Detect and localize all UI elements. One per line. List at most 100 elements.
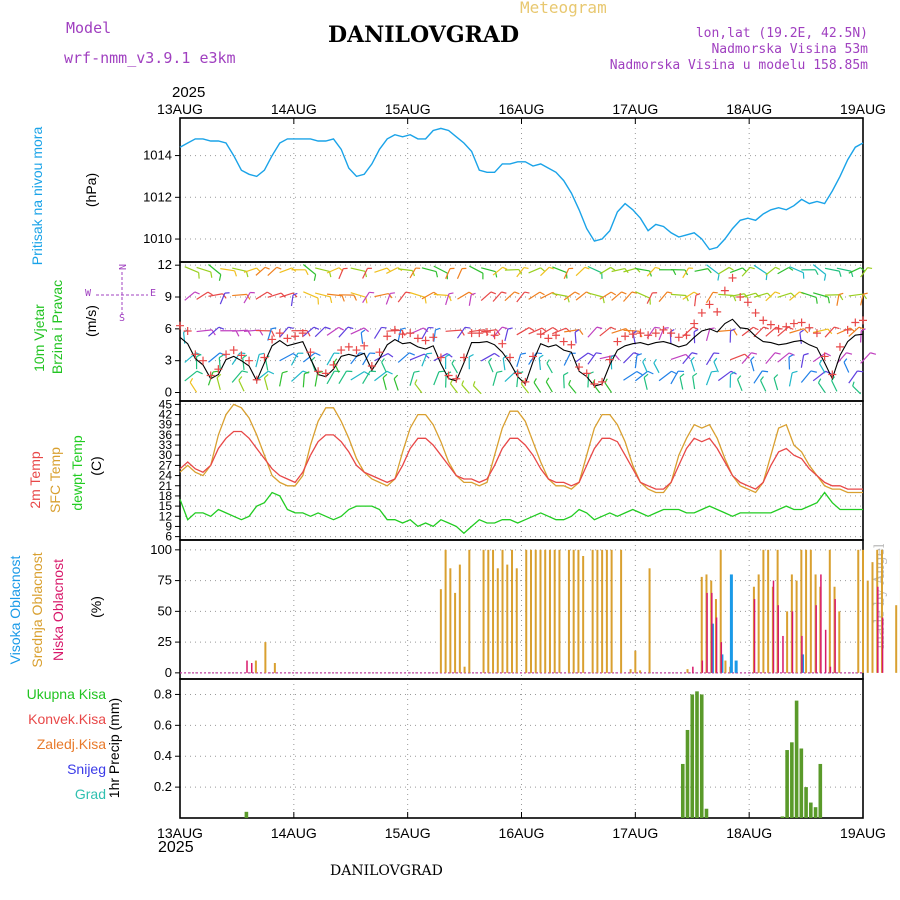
wind-barb xyxy=(243,267,257,273)
wind-barb-flag xyxy=(574,329,580,333)
wind-barb xyxy=(799,332,802,344)
wind-gust-marker xyxy=(275,329,284,338)
wind-barb xyxy=(449,383,458,394)
wind-barb xyxy=(302,352,316,363)
cloud-bar xyxy=(572,549,575,673)
wind-barb-flag xyxy=(501,291,507,294)
cloud-bar xyxy=(862,549,864,673)
wind-gust-marker xyxy=(237,351,246,360)
wind-barb-flag xyxy=(288,326,294,330)
cloud-bar xyxy=(871,562,874,673)
wind-barb xyxy=(682,352,693,365)
wind-barb xyxy=(279,326,289,338)
wind-barb-flag xyxy=(292,292,298,296)
cloud-bar xyxy=(511,549,514,673)
precip-bar xyxy=(818,763,823,818)
wind-gust-marker xyxy=(805,323,814,332)
wind-gust-marker xyxy=(513,369,522,378)
wind-barb-flag xyxy=(196,353,202,358)
precip-bar xyxy=(794,700,799,818)
wind-barb xyxy=(635,291,651,299)
wind-barb xyxy=(350,267,366,272)
wind-barb xyxy=(290,352,299,366)
wind-barb-flag xyxy=(271,327,277,330)
wind-barb xyxy=(653,362,660,374)
wind-barb xyxy=(718,293,734,297)
wind-barb xyxy=(208,352,221,363)
wind-gust-marker xyxy=(797,318,806,327)
wind-barb xyxy=(326,370,335,385)
y-tick-label: 6 xyxy=(165,530,172,544)
compass-s: S xyxy=(119,313,126,324)
wind-barb xyxy=(670,293,687,297)
x-tick-label-bottom: 16AUG xyxy=(499,825,545,841)
wind-barb xyxy=(350,292,366,298)
wind-barb-flag xyxy=(693,328,699,333)
wind-barb-flag xyxy=(679,373,685,378)
wind-gust-marker xyxy=(482,328,491,337)
wind-barb-flag xyxy=(863,292,868,295)
wind-barb xyxy=(575,266,586,277)
cloud-bar xyxy=(620,549,623,673)
wind-barb xyxy=(642,361,648,373)
wind-barb xyxy=(263,377,269,391)
wind-barb xyxy=(267,328,272,341)
wind-barb xyxy=(705,371,713,386)
wind-barb xyxy=(777,292,792,298)
wind-barb-flag xyxy=(803,352,809,356)
wind-barb xyxy=(409,372,415,386)
wind-barb xyxy=(546,362,553,374)
wind-barb xyxy=(860,294,864,306)
cloud-bar xyxy=(877,586,879,673)
y-tick-label: 9 xyxy=(165,519,172,533)
wind-barb-flag xyxy=(409,352,415,356)
wind-barb-flag xyxy=(212,370,219,373)
wind-barb xyxy=(445,268,451,279)
wind-barb-flag xyxy=(196,370,203,375)
wind-gust-marker xyxy=(651,329,660,338)
cloud-bar xyxy=(264,642,267,673)
wind-barb-flag xyxy=(825,352,831,357)
wind-barb xyxy=(480,291,492,301)
y-tick-label: 0.2 xyxy=(154,779,172,794)
wind-barb xyxy=(472,385,482,395)
wind-barb-flag xyxy=(860,328,866,332)
wind-barb xyxy=(575,291,587,301)
wind-barb xyxy=(568,384,577,394)
cloud-bar xyxy=(777,605,779,673)
wind-barb xyxy=(765,266,776,276)
wind-barb-flag xyxy=(834,326,840,330)
wind-barb xyxy=(730,293,745,297)
wind-barb-flag xyxy=(707,268,712,274)
wind-barb-flag xyxy=(695,293,701,296)
wind-barb-flag xyxy=(241,370,248,373)
wind-gust-marker xyxy=(812,329,821,338)
cloud-bar xyxy=(629,669,632,673)
wind-barb xyxy=(350,352,361,365)
cloud-bar xyxy=(838,611,841,673)
wind-barb xyxy=(623,267,637,273)
wind-barb-flag xyxy=(642,357,647,363)
wind-barb-flag xyxy=(636,353,642,357)
wind-barb xyxy=(196,266,211,273)
wind-barb xyxy=(670,370,679,385)
wind-barb xyxy=(777,266,790,275)
wind-barb-flag xyxy=(523,267,529,270)
wind-barb xyxy=(451,363,458,374)
wind-barb xyxy=(533,382,541,393)
precip-snow-label: Snijeg xyxy=(67,761,106,777)
wind-barb-flag xyxy=(803,328,809,334)
wind-barb xyxy=(563,268,570,279)
wind-barb-flag xyxy=(210,271,213,278)
y-tick-label: 27 xyxy=(159,458,173,472)
wind-barb xyxy=(789,328,804,334)
cloud-bar xyxy=(596,549,599,673)
wind-barb-flag xyxy=(451,359,455,364)
wind-gust-marker xyxy=(782,322,791,331)
cloud-bar xyxy=(719,549,722,673)
lonlat-text: lon,lat (19.2E, 42.5N) xyxy=(695,26,868,41)
wind-barb-flag xyxy=(305,269,309,276)
wind-gust-marker xyxy=(667,329,676,338)
wind-barb-flag xyxy=(413,370,420,373)
wind-barb-flag xyxy=(563,371,569,376)
